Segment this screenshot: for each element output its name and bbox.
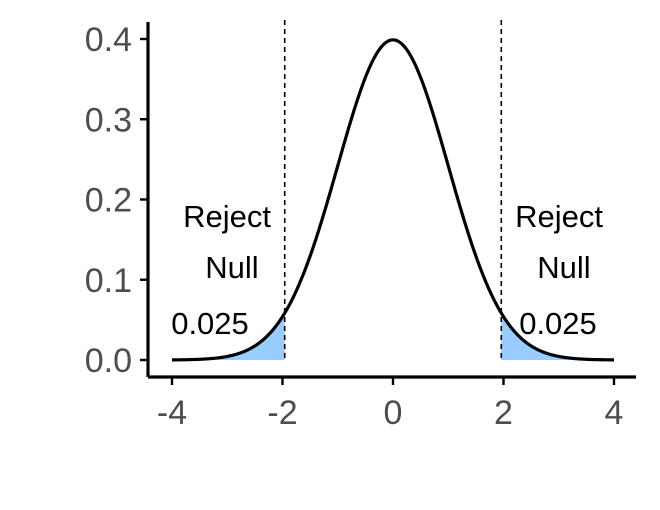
y-tick-label: 0.3 xyxy=(85,101,132,139)
left-null-label: Null xyxy=(205,250,258,285)
x-tick-label: 2 xyxy=(494,394,513,432)
x-tick-label: -4 xyxy=(157,394,187,432)
x-tick-label: 0 xyxy=(384,394,403,432)
critical-value-lines xyxy=(283,20,503,360)
x-tick-label: 4 xyxy=(605,394,624,432)
y-tick-label: 0.2 xyxy=(85,182,132,220)
y-tick-label: 0.0 xyxy=(85,342,132,380)
rejection-region-right xyxy=(501,313,614,360)
rejection-regions xyxy=(172,313,614,360)
rejection-region-left xyxy=(172,313,285,360)
right-null-label: Null xyxy=(537,250,590,285)
left-area-label: 0.025 xyxy=(171,306,249,341)
y-axis-ticks: 0.0 0.1 0.2 0.3 0.4 xyxy=(85,21,148,380)
x-axis-ticks: -4 -2 0 2 4 xyxy=(157,377,624,432)
y-tick-label: 0.1 xyxy=(85,262,132,300)
x-tick-label: -2 xyxy=(267,394,297,432)
right-reject-label: Reject xyxy=(515,199,603,234)
y-tick-label: 0.4 xyxy=(85,21,132,59)
right-area-label: 0.025 xyxy=(519,306,597,341)
left-reject-label: Reject xyxy=(183,199,271,234)
density-curve xyxy=(171,38,615,362)
